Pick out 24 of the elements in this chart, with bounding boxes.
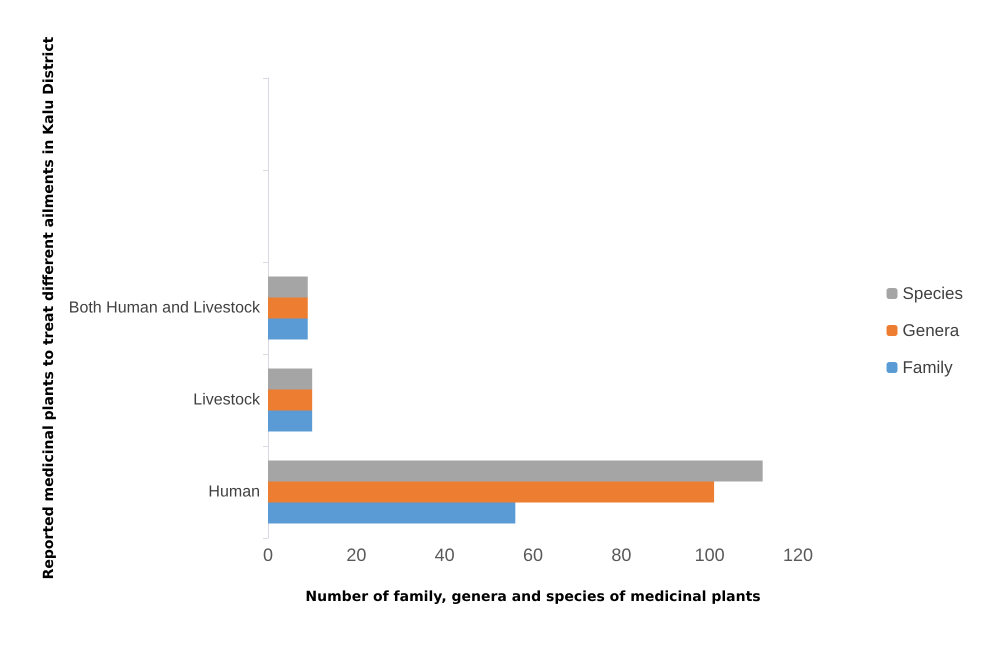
bar [268,460,763,482]
x-tick-label: 0 [262,545,274,565]
x-axis-title: Number of family, genera and species of medicinal plants [305,589,761,605]
legend-label: Species [902,284,964,303]
y-tick-label: Livestock [193,392,261,408]
y-tick-label: Human [208,484,260,500]
bar [268,390,312,410]
x-tick-label: 60 [522,545,544,565]
bar [268,502,516,524]
x-tick-label: 80 [611,545,632,565]
x-tick-label: 20 [346,545,366,565]
x-tick-label: 120 [782,545,814,565]
bar [268,410,312,432]
x-tick-label: 40 [434,545,455,565]
legend-label: Genera [902,321,960,340]
bar [268,368,312,390]
bar [268,298,308,318]
bar [268,482,714,502]
legend-label: Family [902,358,954,377]
bar [268,318,308,340]
bar [268,276,308,298]
y-tick-label: Both Human and Livestock [68,300,261,316]
y-axis-title: Reported medicinal plants to treat different ailments in Kalu District [40,36,57,580]
x-tick-label: 100 [694,545,725,565]
